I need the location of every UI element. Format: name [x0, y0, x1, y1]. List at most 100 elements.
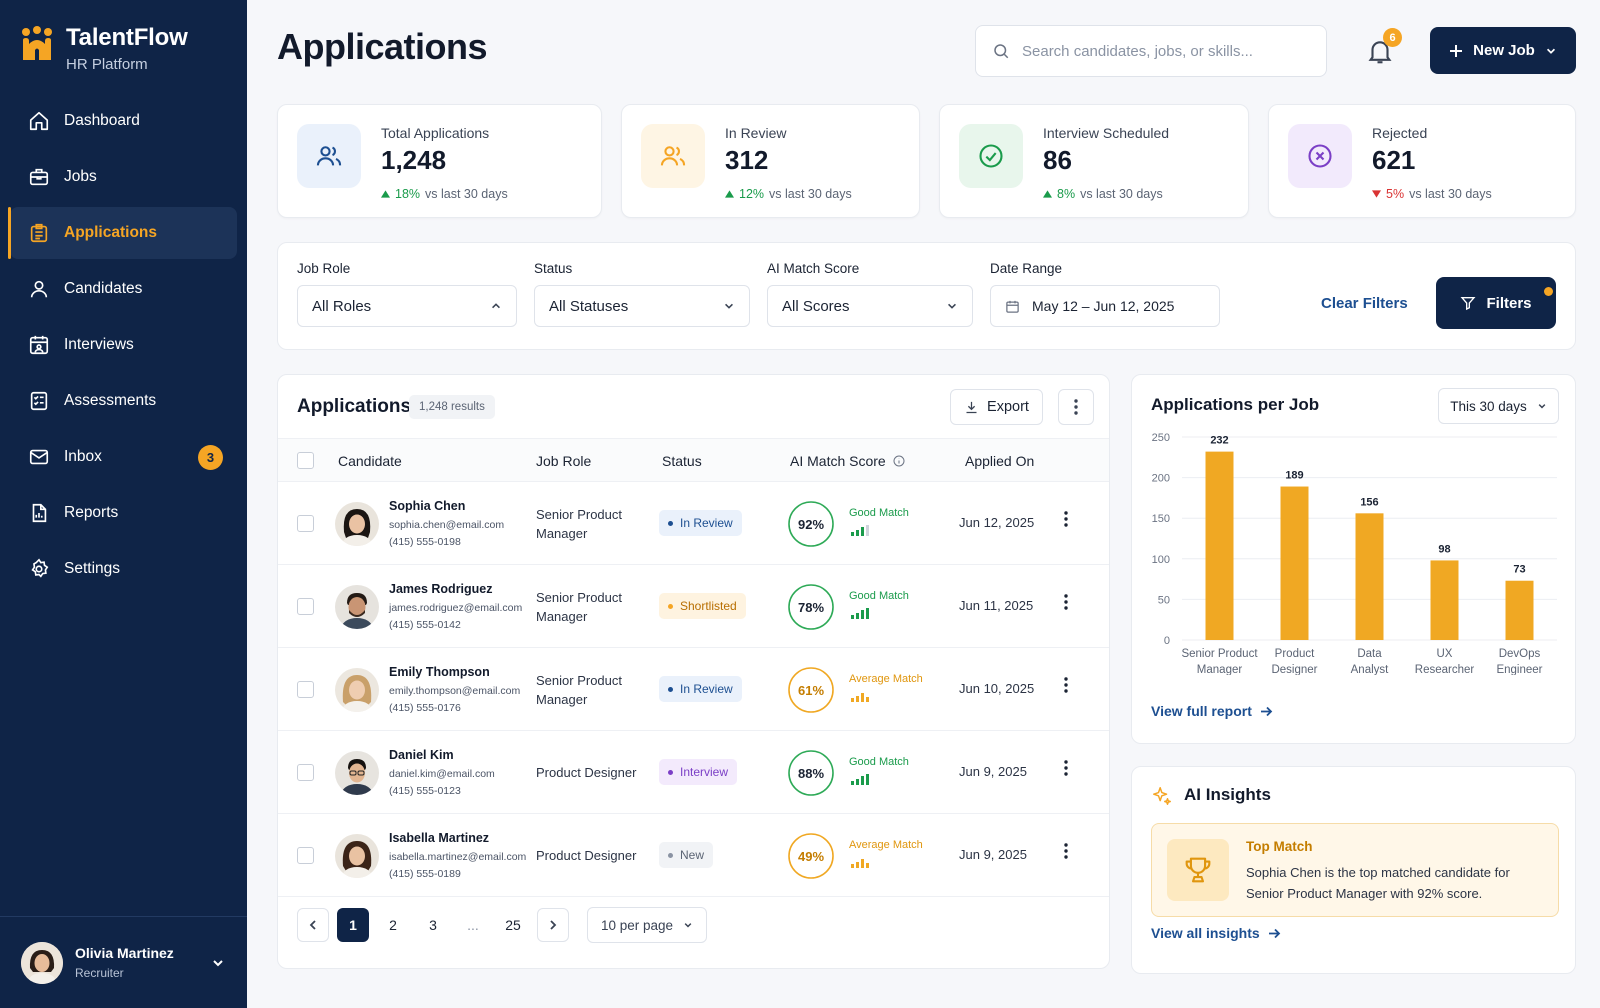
column-header-candidate[interactable]: Candidate	[338, 453, 402, 469]
page-title: Applications	[277, 26, 488, 67]
page-button[interactable]: 3	[429, 917, 437, 933]
applied-date: Jun 10, 2025	[959, 681, 1035, 696]
page-button[interactable]: 25	[505, 917, 521, 933]
select-value: All Scores	[782, 297, 850, 315]
sidebar-item-label: Applications	[64, 224, 158, 241]
user-profile[interactable]: Olivia Martinez Recruiter	[0, 916, 247, 1008]
report-icon	[28, 502, 50, 524]
date-range-picker[interactable]: May 12 – Jun 12, 2025	[990, 285, 1220, 327]
filter-label: Job Role	[297, 261, 351, 276]
bell-icon[interactable]	[1365, 36, 1395, 66]
active-filter-dot	[1544, 287, 1553, 296]
stat-label: Interview Scheduled	[1043, 125, 1170, 141]
sidebar-item-candidates[interactable]: Candidates	[10, 263, 237, 315]
sidebar-item-inbox[interactable]: Inbox 3	[10, 431, 237, 483]
table-row[interactable]: James Rodriguez james.rodriguez@email.co…	[278, 566, 1109, 648]
x-tick-label: Senior Product	[1181, 648, 1258, 660]
applied-date: Jun 9, 2025	[959, 764, 1027, 779]
table-row[interactable]: Emily Thompson emily.thompson@email.com …	[278, 649, 1109, 731]
data-label: 189	[1285, 470, 1303, 482]
search-box[interactable]	[975, 25, 1327, 77]
per-page-select[interactable]: 10 per page	[587, 907, 707, 943]
candidate-name[interactable]: James Rodriguez	[389, 582, 493, 596]
chevron-right-icon	[548, 920, 558, 930]
select-all-checkbox[interactable]	[297, 452, 314, 469]
new-job-button[interactable]: New Job	[1430, 27, 1576, 74]
column-header-job-role[interactable]: Job Role	[536, 453, 592, 469]
score-select[interactable]: All Scores	[767, 285, 973, 327]
x-tick-label: DevOps	[1499, 648, 1541, 660]
brand[interactable]: TalentFlow HR Platform	[20, 24, 188, 73]
sidebar-item-jobs[interactable]: Jobs	[10, 151, 237, 203]
more-vertical-icon[interactable]	[1064, 760, 1068, 776]
clear-filters-link[interactable]: Clear Filters	[1321, 295, 1408, 312]
row-checkbox[interactable]	[297, 847, 314, 864]
filters-button[interactable]: Filters	[1436, 277, 1556, 329]
sidebar-item-label: Jobs	[64, 168, 97, 185]
chevron-down-icon[interactable]	[211, 956, 225, 970]
gear-icon	[28, 558, 50, 580]
match-label: Good Match	[849, 756, 909, 768]
top-match-insight[interactable]: Top Match Sophia Chen is the top matched…	[1151, 823, 1559, 917]
bar-chart: 0 50 100 150 200 250 232 Senior Product Manager 1…	[1152, 432, 1557, 675]
more-vertical-icon[interactable]	[1064, 843, 1068, 859]
candidate-name[interactable]: Daniel Kim	[389, 748, 454, 762]
chevron-down-icon	[946, 300, 958, 312]
period-select[interactable]: This 30 days	[1438, 388, 1559, 424]
candidate-name[interactable]: Sophia Chen	[389, 499, 466, 513]
applied-date: Jun 9, 2025	[959, 847, 1027, 862]
sidebar-item-dashboard[interactable]: Dashboard	[10, 95, 237, 147]
stat-change-suffix: vs last 30 days	[1080, 187, 1163, 201]
sidebar-item-settings[interactable]: Settings	[10, 543, 237, 595]
brand-subtitle: HR Platform	[66, 56, 148, 73]
sidebar-item-applications[interactable]: Applications	[8, 207, 237, 259]
column-header-status[interactable]: Status	[662, 453, 702, 469]
row-checkbox[interactable]	[297, 598, 314, 615]
more-vertical-icon[interactable]	[1064, 511, 1068, 527]
info-icon[interactable]	[893, 455, 905, 467]
row-checkbox[interactable]	[297, 515, 314, 532]
select-value: All Roles	[312, 297, 372, 315]
stat-card-interview-scheduled: Interview Scheduled 86 8% vs last 30 days	[939, 104, 1249, 218]
page-button[interactable]: 1	[337, 908, 369, 942]
search-input[interactable]	[1022, 42, 1302, 60]
next-page-button[interactable]	[537, 908, 569, 942]
page-button[interactable]: 2	[389, 917, 397, 933]
view-all-insights-link[interactable]: View all insights	[1151, 925, 1281, 941]
more-vertical-icon[interactable]	[1064, 677, 1068, 693]
sidebar-item-assessments[interactable]: Assessments	[10, 375, 237, 427]
bar	[1355, 513, 1384, 640]
export-button[interactable]: Export	[950, 389, 1043, 425]
table-row[interactable]: Isabella Martinez isabella.martinez@emai…	[278, 815, 1109, 897]
table-row[interactable]: Sophia Chen sophia.chen@email.com (415) …	[278, 483, 1109, 565]
arrow-down-icon	[1372, 190, 1381, 198]
sidebar-item-interviews[interactable]: Interviews	[10, 319, 237, 371]
column-header-applied-on[interactable]: Applied On	[965, 453, 1035, 469]
insight-text: Sophia Chen is the top matched candidate…	[1246, 865, 1510, 901]
prev-page-button[interactable]	[297, 908, 329, 942]
users-icon	[641, 124, 705, 188]
sidebar-item-reports[interactable]: Reports	[10, 487, 237, 539]
candidate-name[interactable]: Isabella Martinez	[389, 831, 490, 845]
more-vertical-icon	[1074, 399, 1078, 415]
column-header-ai-match-score[interactable]: AI Match Score	[790, 453, 905, 469]
data-label: 232	[1210, 435, 1228, 447]
bar	[1280, 486, 1309, 640]
download-icon	[964, 400, 979, 415]
more-vertical-icon[interactable]	[1064, 594, 1068, 610]
row-checkbox[interactable]	[297, 681, 314, 698]
talentflow-logo-icon	[20, 24, 54, 64]
status-badge: In Review	[659, 510, 742, 536]
x-tick-label: Engineer	[1496, 664, 1542, 675]
candidate-email: isabella.martinez@email.com	[389, 851, 527, 863]
table-row[interactable]: Daniel Kim daniel.kim@email.com (415) 55…	[278, 732, 1109, 814]
view-full-report-link[interactable]: View full report	[1151, 703, 1273, 719]
table-more-button[interactable]	[1058, 389, 1094, 425]
candidate-name[interactable]: Emily Thompson	[389, 665, 490, 679]
sidebar: TalentFlow HR Platform Dashboard Jobs Ap…	[0, 0, 247, 1008]
match-score-value: 49%	[797, 848, 825, 864]
job-role-select[interactable]: All Roles	[297, 285, 517, 327]
status-select[interactable]: All Statuses	[534, 285, 750, 327]
row-checkbox[interactable]	[297, 764, 314, 781]
link-label: View full report	[1151, 703, 1252, 719]
